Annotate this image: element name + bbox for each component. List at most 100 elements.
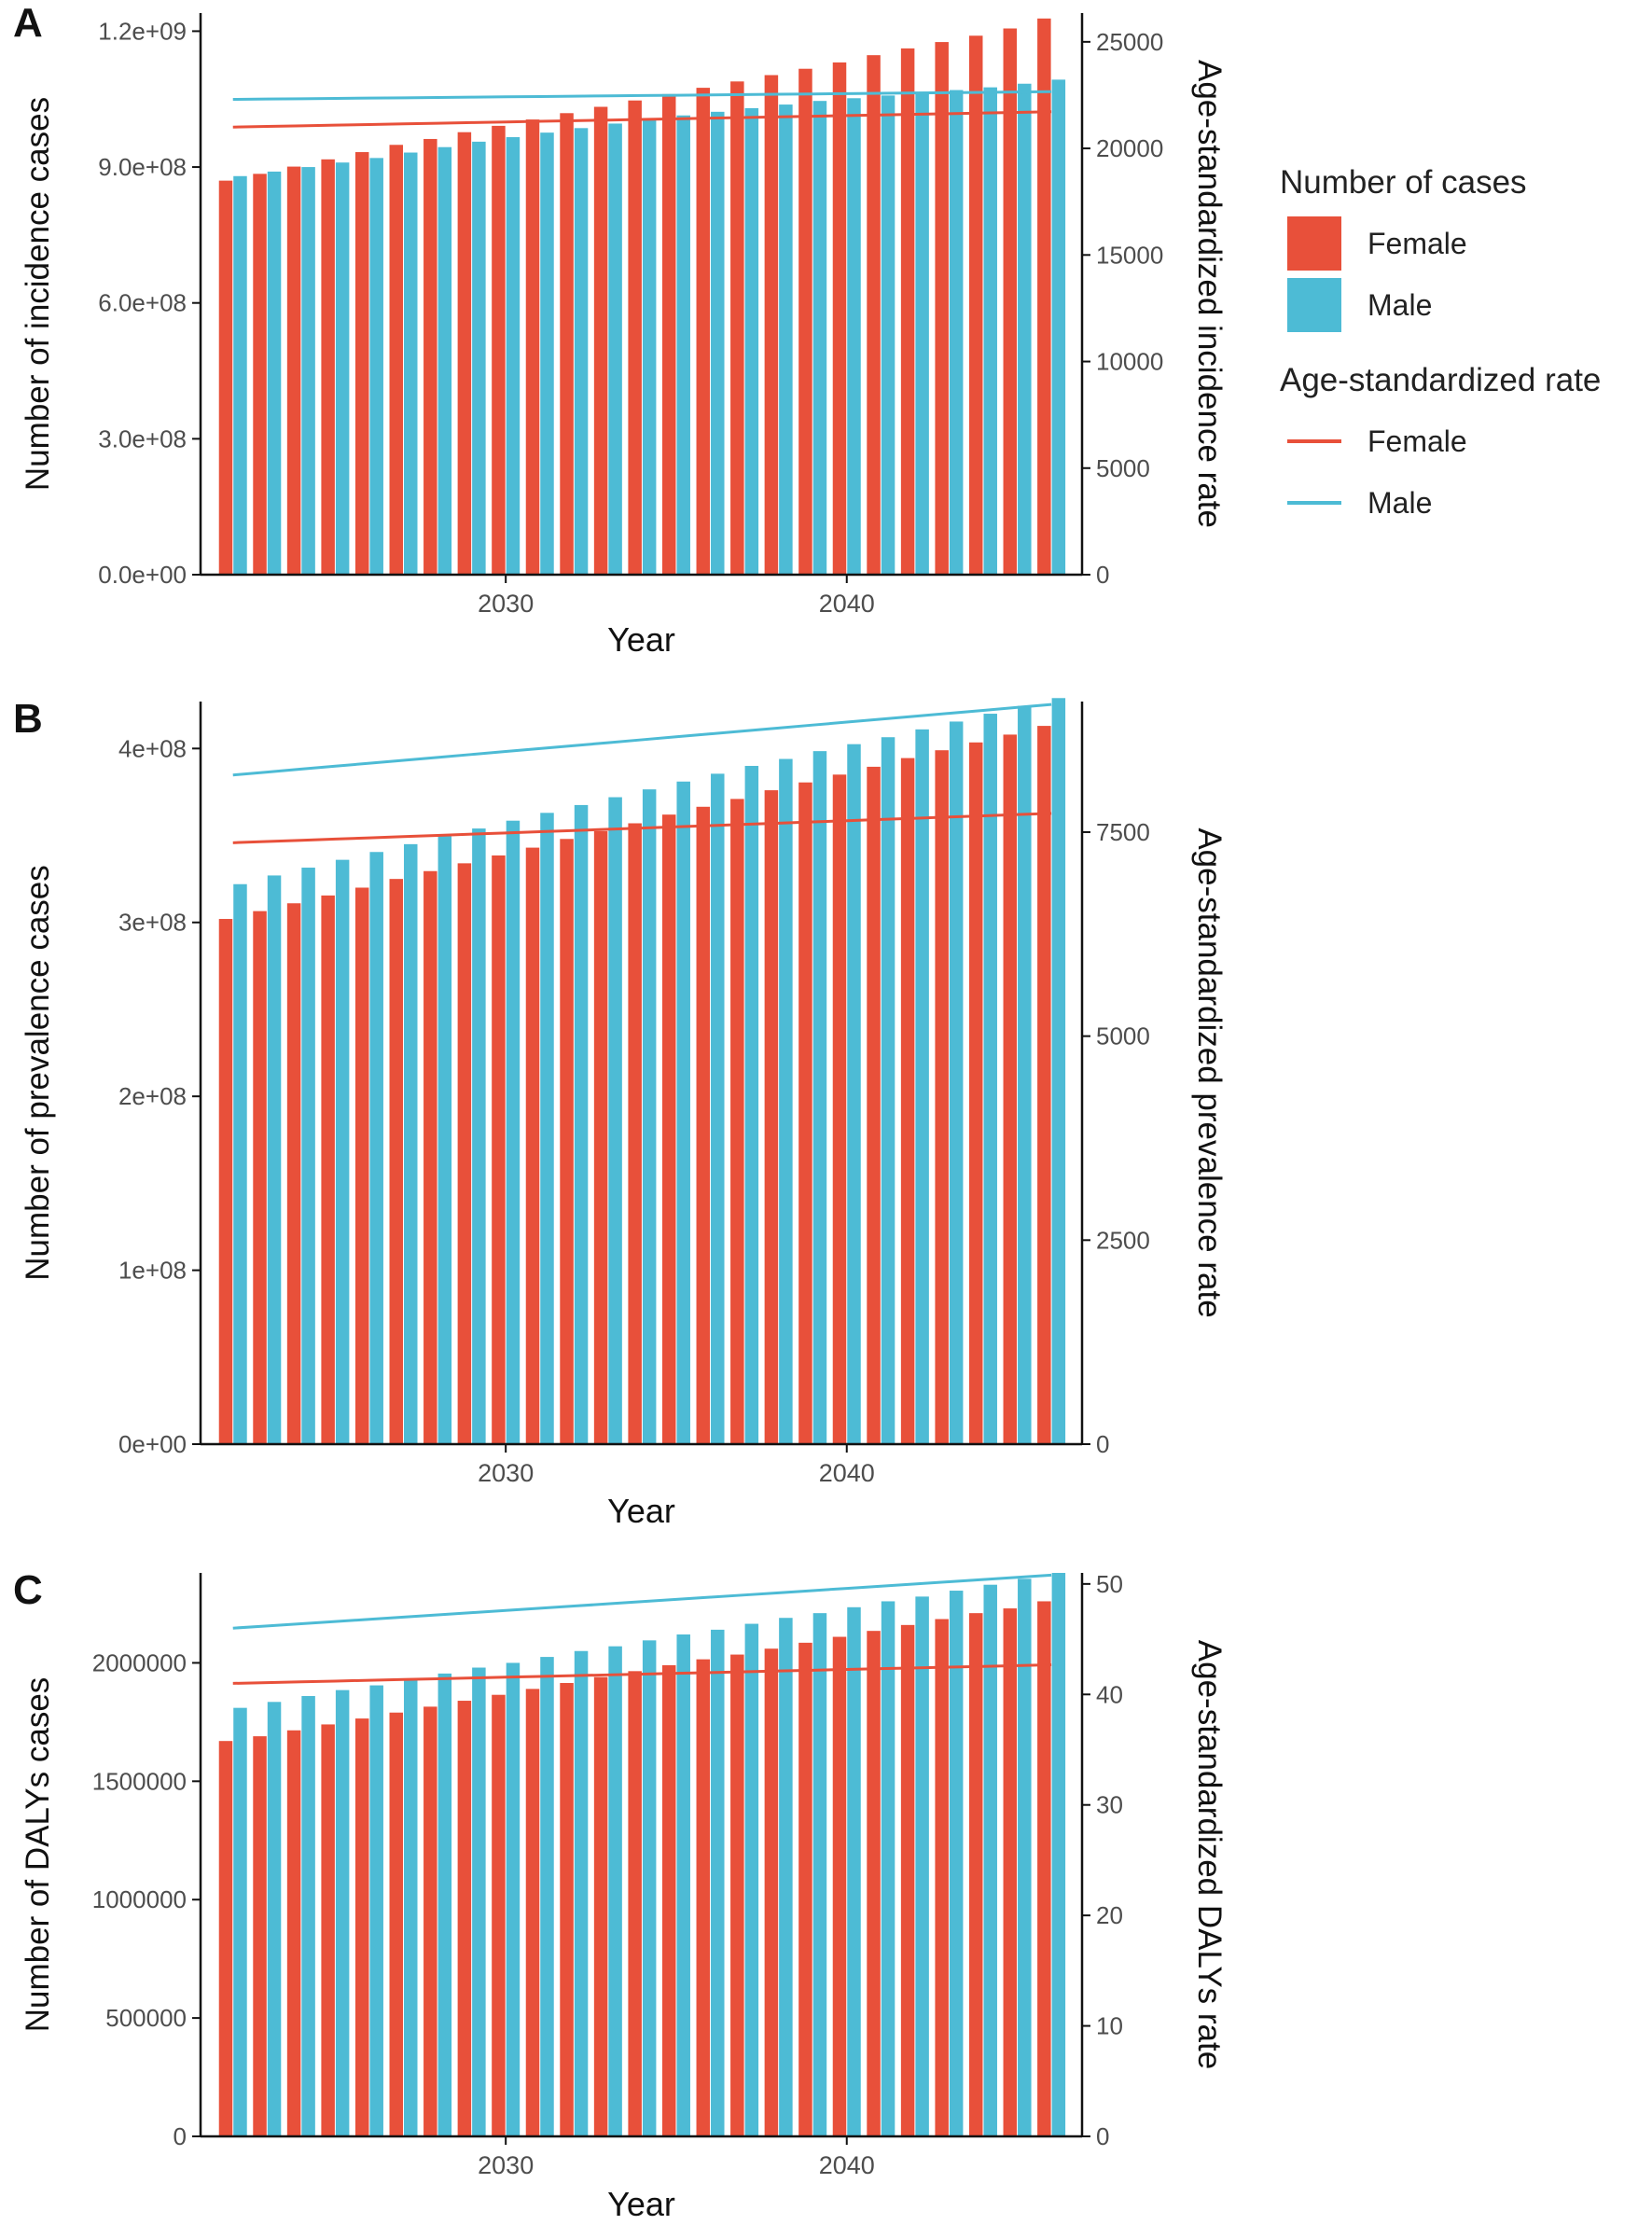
panel-letter-a: A bbox=[13, 0, 43, 46]
bar-a-male-2025 bbox=[335, 162, 350, 576]
legend-label-male-bar: Male bbox=[1367, 287, 1433, 322]
bar-a-male-2031 bbox=[540, 132, 554, 576]
bar-c-female-2027 bbox=[389, 1712, 404, 2136]
bar-c-female-2039 bbox=[798, 1642, 812, 2136]
bar-a-female-2025 bbox=[321, 159, 335, 576]
bar-c-female-2028 bbox=[423, 1706, 437, 2136]
bar-c-female-2036 bbox=[696, 1659, 711, 2136]
bar-b-male-2025 bbox=[335, 859, 350, 1444]
bar-b-male-2041 bbox=[881, 737, 895, 1444]
bar-c-female-2033 bbox=[593, 1676, 608, 2136]
ytick-label-b-3: 3e+08 bbox=[118, 909, 187, 937]
y2tick-label-a-3: 15000 bbox=[1096, 241, 1163, 269]
bar-a-male-2041 bbox=[881, 95, 895, 576]
legend-rate-title: Age-standardized rate bbox=[1280, 362, 1602, 398]
bar-c-female-2022 bbox=[218, 1741, 233, 2136]
bar-c-male-2030 bbox=[506, 1662, 521, 2136]
bar-b-male-2035 bbox=[676, 781, 690, 1444]
rate-line-c-male bbox=[232, 1573, 1052, 1630]
bar-a-female-2030 bbox=[492, 125, 506, 575]
xtick-label-b-1: 2040 bbox=[819, 1459, 875, 1487]
rate-line-b-male bbox=[232, 702, 1052, 777]
ytick-label-b-2: 2e+08 bbox=[118, 1082, 187, 1110]
bar-b-male-2031 bbox=[540, 813, 554, 1444]
y-axis-title-c: Number of DALYs cases bbox=[20, 1677, 56, 2033]
bar-a-female-2031 bbox=[525, 119, 540, 575]
bar-a-male-2027 bbox=[404, 152, 418, 575]
bar-a-male-2023 bbox=[267, 171, 282, 575]
ytick-label-a-2: 6.0e+08 bbox=[98, 289, 187, 317]
y2tick-label-c-4: 40 bbox=[1096, 1680, 1123, 1708]
bar-c-male-2039 bbox=[812, 1613, 827, 2136]
bar-c-female-2043 bbox=[935, 1619, 949, 2136]
bar-a-female-2036 bbox=[696, 88, 711, 575]
ytick-label-b-0: 0e+00 bbox=[118, 1430, 187, 1458]
bar-a-female-2024 bbox=[286, 166, 301, 575]
bar-b-female-2022 bbox=[218, 919, 233, 1444]
bar-b-male-2046 bbox=[1051, 698, 1066, 1444]
bar-b-female-2040 bbox=[832, 774, 847, 1444]
y2tick-label-b-3: 7500 bbox=[1096, 818, 1150, 846]
bar-c-male-2034 bbox=[642, 1640, 657, 2136]
bar-a-female-2037 bbox=[730, 81, 744, 576]
legend-label-male-line: Male bbox=[1367, 485, 1433, 520]
bar-c-female-2029 bbox=[457, 1701, 472, 2136]
xtick-label-c-0: 2030 bbox=[478, 2151, 534, 2179]
bar-b-male-2023 bbox=[267, 875, 282, 1444]
bar-c-female-2030 bbox=[492, 1694, 506, 2136]
ytick-label-c-0: 0 bbox=[174, 2122, 187, 2150]
bar-a-female-2035 bbox=[661, 93, 676, 575]
bar-a-male-2028 bbox=[437, 146, 452, 575]
bar-c-male-2044 bbox=[983, 1584, 997, 2136]
bar-a-male-2032 bbox=[574, 128, 589, 575]
bar-a-female-2023 bbox=[253, 174, 267, 575]
y-axis-title-a: Number of incidence cases bbox=[20, 97, 56, 491]
bar-a-female-2028 bbox=[423, 138, 437, 575]
bar-c-male-2029 bbox=[472, 1667, 486, 2136]
bar-a-male-2040 bbox=[847, 98, 861, 575]
bar-b-female-2044 bbox=[968, 742, 983, 1444]
y2tick-label-a-1: 5000 bbox=[1096, 454, 1150, 482]
legend-item-male-bar: Male bbox=[1280, 274, 1644, 336]
bar-b-male-2045 bbox=[1018, 705, 1032, 1444]
bar-b-female-2023 bbox=[253, 911, 267, 1444]
legend-item-female-line: Female bbox=[1280, 410, 1644, 472]
bar-a-male-2044 bbox=[983, 87, 997, 575]
bar-b-female-2046 bbox=[1037, 726, 1051, 1444]
bar-a-male-2036 bbox=[711, 111, 725, 576]
bar-c-female-2026 bbox=[354, 1718, 369, 2136]
bar-c-male-2025 bbox=[335, 1690, 350, 2136]
bar-c-male-2042 bbox=[915, 1596, 929, 2136]
ytick-label-b-1: 1e+08 bbox=[118, 1257, 187, 1285]
ytick-label-a-3: 9.0e+08 bbox=[98, 153, 187, 181]
bar-b-male-2033 bbox=[608, 797, 622, 1444]
y2-axis-title-b: Age-standardized prevalence rate bbox=[1191, 827, 1228, 1317]
bar-a-female-2041 bbox=[867, 55, 881, 575]
bar-b-female-2032 bbox=[560, 839, 574, 1444]
bar-c-female-2044 bbox=[968, 1613, 983, 2136]
bar-b-female-2036 bbox=[696, 806, 711, 1444]
bar-b-male-2039 bbox=[812, 751, 827, 1444]
bar-a-male-2042 bbox=[915, 92, 929, 575]
bar-c-male-2038 bbox=[779, 1618, 793, 2136]
ytick-label-a-4: 1.2e+09 bbox=[98, 17, 187, 45]
x-axis-title-a: Year bbox=[607, 620, 675, 659]
bar-c-male-2043 bbox=[949, 1591, 964, 2136]
bar-b-female-2033 bbox=[593, 830, 608, 1444]
bar-c-male-2041 bbox=[881, 1601, 895, 2136]
bar-c-female-2040 bbox=[832, 1636, 847, 2136]
bar-b-male-2040 bbox=[847, 744, 861, 1444]
rate-line-b-female bbox=[232, 812, 1052, 844]
y2tick-label-a-2: 10000 bbox=[1096, 348, 1163, 376]
bar-c-female-2023 bbox=[253, 1736, 267, 2136]
y2tick-label-c-1: 10 bbox=[1096, 2012, 1123, 2040]
female-line-key bbox=[1287, 439, 1341, 443]
y2tick-label-a-5: 25000 bbox=[1096, 28, 1163, 56]
bar-c-female-2038 bbox=[764, 1648, 779, 2136]
bar-a-male-2029 bbox=[472, 141, 486, 575]
bar-c-female-2035 bbox=[661, 1664, 676, 2136]
bar-a-male-2037 bbox=[744, 107, 759, 576]
bar-c-male-2046 bbox=[1051, 1573, 1066, 2136]
bar-b-male-2034 bbox=[642, 789, 657, 1444]
